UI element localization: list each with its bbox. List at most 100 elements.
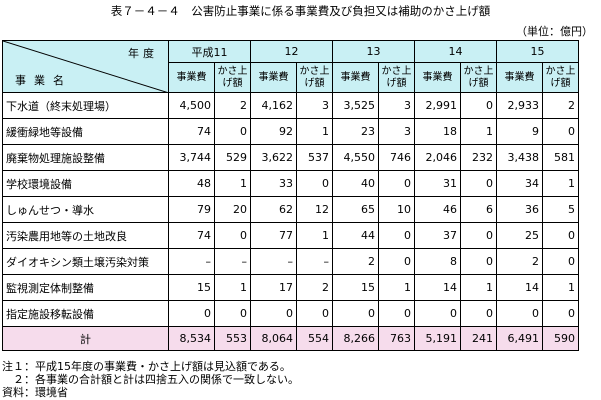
cost-cell: 14 — [496, 274, 543, 301]
cost-cell: 2,046 — [414, 144, 461, 171]
raise-cell: 1 — [214, 170, 251, 197]
raise-cell: 1 — [296, 222, 333, 249]
cost-cell: 9 — [496, 118, 543, 145]
unit-label: （単位：億円） — [516, 25, 593, 38]
col-raise-header: かさ上げ額 — [542, 62, 579, 93]
total-row: 計 8,534 553 8,064 554 8,266 763 5,191 24… — [2, 326, 579, 351]
cost-cell: 2 — [496, 248, 543, 275]
year-header: 平成11 — [168, 40, 251, 63]
total-cell: 553 — [214, 326, 251, 351]
cost-cell: 17 — [250, 274, 297, 301]
cost-cell: 23 — [332, 118, 379, 145]
row-label: 緩衝緑地等設備 — [2, 118, 169, 145]
raise-cell: 0 — [296, 170, 333, 197]
total-cell: 8,266 — [332, 326, 379, 351]
raise-cell: 529 — [214, 144, 251, 171]
raise-cell: 0 — [460, 222, 497, 249]
table-row: 学校環境設備 48 1 33 0 40 0 31 0 34 1 — [2, 170, 579, 197]
table-row: 指定施設移転設備 0 0 0 0 0 0 0 0 0 0 — [2, 300, 579, 327]
row-label: ダイオキシン類土壌汚染対策 — [2, 248, 169, 275]
cost-cell: 3,744 — [168, 144, 215, 171]
total-cell: 8,534 — [168, 326, 215, 351]
col-raise-header: かさ上げ額 — [214, 62, 251, 93]
cost-cell: 4,162 — [250, 92, 297, 119]
total-label: 計 — [2, 326, 169, 351]
table-row: 下水道（終末処理場） 4,500 2 4,162 3 3,525 3 2,991 0 2,933 2 — [2, 92, 579, 119]
cost-cell: 8 — [414, 248, 461, 275]
table-row: 汚染農用地等の土地改良 74 0 77 1 44 0 37 0 25 0 — [2, 222, 579, 249]
row-label: 汚染農用地等の土地改良 — [2, 222, 169, 249]
raise-cell: – — [214, 248, 251, 275]
raise-cell: 0 — [214, 300, 251, 327]
cost-cell: 40 — [332, 170, 379, 197]
row-label: 下水道（終末処理場） — [2, 92, 169, 119]
total-cell: 6,491 — [496, 326, 543, 351]
cost-cell: 3,438 — [496, 144, 543, 171]
total-cell: 590 — [542, 326, 579, 351]
table-row: 廃棄物処理施設整備 3,744 529 3,622 537 4,550 746 2,046 23… — [2, 144, 579, 171]
raise-cell: 1 — [460, 118, 497, 145]
cost-cell: 14 — [414, 274, 461, 301]
data-table: 年度 事業名 平成11 12 13 14 15 事業費 かさ上げ額 事業費 かさ… — [2, 40, 579, 351]
cost-cell: 92 — [250, 118, 297, 145]
cost-cell: 62 — [250, 196, 297, 223]
cost-cell: 31 — [414, 170, 461, 197]
raise-cell: 3 — [378, 118, 415, 145]
raise-cell: 1 — [296, 118, 333, 145]
cost-cell: 74 — [168, 222, 215, 249]
corner-year-label: 年度 — [128, 47, 158, 60]
col-raise-header: かさ上げ額 — [460, 62, 497, 93]
raise-cell: 2 — [542, 92, 579, 119]
col-cost-header: 事業費 — [414, 62, 461, 93]
raise-cell: – — [296, 248, 333, 275]
raise-cell: 2 — [214, 92, 251, 119]
raise-cell: 0 — [214, 222, 251, 249]
cost-cell: 0 — [332, 300, 379, 327]
source-note: 資料：環境省 — [2, 386, 68, 399]
raise-cell: 10 — [378, 196, 415, 223]
col-raise-header: かさ上げ額 — [378, 62, 415, 93]
raise-cell: 0 — [542, 118, 579, 145]
raise-cell: 0 — [214, 118, 251, 145]
cost-cell: 0 — [414, 300, 461, 327]
cost-cell: 44 — [332, 222, 379, 249]
raise-cell: 0 — [378, 222, 415, 249]
table-row: しゅんせつ・導水 79 20 62 12 65 10 46 6 36 5 — [2, 196, 579, 223]
table-row: 監視測定体制整備 15 1 17 2 15 1 14 1 14 1 — [2, 274, 579, 301]
cost-cell: 36 — [496, 196, 543, 223]
raise-cell: 0 — [460, 170, 497, 197]
cost-cell: 3,525 — [332, 92, 379, 119]
raise-cell: 0 — [378, 300, 415, 327]
cost-cell: 15 — [168, 274, 215, 301]
raise-cell: 537 — [296, 144, 333, 171]
raise-cell: 1 — [460, 274, 497, 301]
note-1: 注１：平成15年度の事業費・かさ上げ額は見込額である。 — [2, 360, 291, 373]
raise-cell: 0 — [378, 170, 415, 197]
year-header: 13 — [332, 40, 415, 63]
total-cell: 554 — [296, 326, 333, 351]
total-cell: 8,064 — [250, 326, 297, 351]
raise-cell: 20 — [214, 196, 251, 223]
total-cell: 763 — [378, 326, 415, 351]
raise-cell: 0 — [460, 300, 497, 327]
raise-cell: 0 — [460, 248, 497, 275]
cost-cell: 48 — [168, 170, 215, 197]
raise-cell: 0 — [542, 248, 579, 275]
cost-cell: 79 — [168, 196, 215, 223]
table-row: ダイオキシン類土壌汚染対策 – – – –2 0 8 0 2 0 — [2, 248, 579, 275]
cost-cell: 0 — [250, 300, 297, 327]
header-corner: 年度 事業名 — [2, 40, 169, 93]
raise-cell: 2 — [296, 274, 333, 301]
raise-cell: 0 — [542, 222, 579, 249]
cost-cell: 0 — [168, 300, 215, 327]
cost-cell: – — [250, 248, 297, 275]
year-header: 15 — [496, 40, 579, 63]
cost-cell: 74 — [168, 118, 215, 145]
cost-cell: 65 — [332, 196, 379, 223]
col-cost-header: 事業費 — [496, 62, 543, 93]
raise-cell: 3 — [378, 92, 415, 119]
corner-diagonal — [3, 41, 166, 92]
row-label: 指定施設移転設備 — [2, 300, 169, 327]
raise-cell: 0 — [542, 300, 579, 327]
cost-cell: 2,991 — [414, 92, 461, 119]
